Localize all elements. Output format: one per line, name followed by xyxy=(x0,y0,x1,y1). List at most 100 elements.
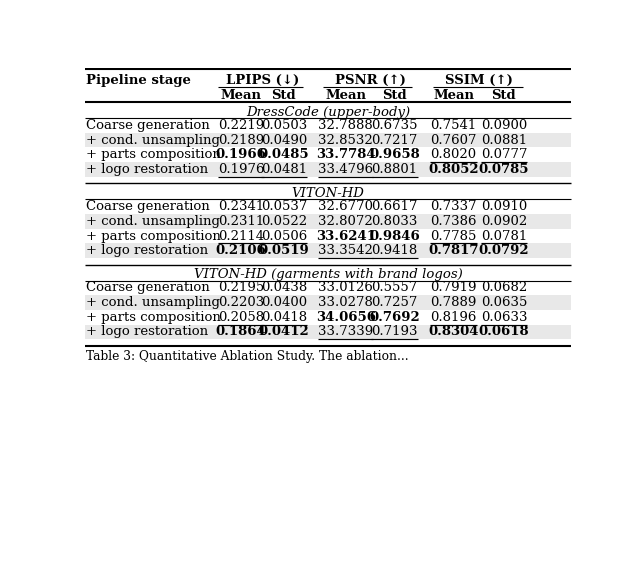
Text: 0.8033: 0.8033 xyxy=(371,215,418,228)
Text: 32.8072: 32.8072 xyxy=(319,215,373,228)
Text: 0.0490: 0.0490 xyxy=(260,133,307,147)
Text: VITON-HD (garments with brand logos): VITON-HD (garments with brand logos) xyxy=(194,268,462,281)
Text: Coarse generation: Coarse generation xyxy=(86,119,210,132)
Text: 0.0682: 0.0682 xyxy=(481,282,527,294)
Text: + logo restoration: + logo restoration xyxy=(86,163,209,176)
Text: 0.2189: 0.2189 xyxy=(218,133,264,147)
Text: 0.0635: 0.0635 xyxy=(481,296,527,309)
Text: 0.0400: 0.0400 xyxy=(260,296,307,309)
Text: 0.0900: 0.0900 xyxy=(481,119,527,132)
Bar xyxy=(84,133,572,148)
Text: Mean: Mean xyxy=(325,89,366,102)
Text: Pipeline stage: Pipeline stage xyxy=(86,74,191,87)
Text: 0.0537: 0.0537 xyxy=(260,201,307,213)
Text: 0.2058: 0.2058 xyxy=(218,311,264,324)
Text: 0.7257: 0.7257 xyxy=(371,296,418,309)
Text: 0.0781: 0.0781 xyxy=(481,229,527,243)
Bar xyxy=(84,162,572,177)
Text: 0.7541: 0.7541 xyxy=(431,119,477,132)
Text: 0.8020: 0.8020 xyxy=(431,148,477,161)
Text: 0.5557: 0.5557 xyxy=(372,282,418,294)
Text: 32.6770: 32.6770 xyxy=(318,201,373,213)
Text: + cond. unsampling: + cond. unsampling xyxy=(86,215,220,228)
Text: 32.8532: 32.8532 xyxy=(319,133,373,147)
Text: 0.7337: 0.7337 xyxy=(430,201,477,213)
Text: Std: Std xyxy=(492,89,516,102)
Text: 0.0503: 0.0503 xyxy=(260,119,307,132)
Text: VITON-HD: VITON-HD xyxy=(292,187,364,200)
Text: 0.8052: 0.8052 xyxy=(428,163,479,176)
Text: Std: Std xyxy=(382,89,407,102)
Text: 0.7607: 0.7607 xyxy=(430,133,477,147)
Text: 0.0412: 0.0412 xyxy=(259,325,309,339)
Text: 0.0519: 0.0519 xyxy=(259,244,309,257)
Text: 0.0522: 0.0522 xyxy=(260,215,307,228)
Text: SSIM (↑): SSIM (↑) xyxy=(445,74,513,87)
Text: 34.0656: 34.0656 xyxy=(316,311,376,324)
Text: 33.4796: 33.4796 xyxy=(318,163,373,176)
Text: 0.9658: 0.9658 xyxy=(369,148,420,161)
Text: 0.7217: 0.7217 xyxy=(371,133,418,147)
Text: + logo restoration: + logo restoration xyxy=(86,325,209,339)
Text: + parts composition: + parts composition xyxy=(86,311,221,324)
Text: 0.0418: 0.0418 xyxy=(260,311,307,324)
Text: 0.8801: 0.8801 xyxy=(372,163,418,176)
Text: 32.7888: 32.7888 xyxy=(319,119,373,132)
Bar xyxy=(84,324,572,339)
Text: + logo restoration: + logo restoration xyxy=(86,244,209,257)
Text: 0.1864: 0.1864 xyxy=(216,325,267,339)
Text: 0.0481: 0.0481 xyxy=(260,163,307,176)
Text: 0.2311: 0.2311 xyxy=(218,215,264,228)
Text: 0.7889: 0.7889 xyxy=(430,296,477,309)
Text: 0.0881: 0.0881 xyxy=(481,133,527,147)
Text: 0.1976: 0.1976 xyxy=(218,163,264,176)
Text: + parts composition: + parts composition xyxy=(86,229,221,243)
Text: 33.3542: 33.3542 xyxy=(318,244,373,257)
Text: 33.0278: 33.0278 xyxy=(318,296,373,309)
Text: Std: Std xyxy=(271,89,296,102)
Text: 0.0633: 0.0633 xyxy=(481,311,527,324)
Text: 0.6617: 0.6617 xyxy=(371,201,418,213)
Text: 0.0618: 0.0618 xyxy=(479,325,529,339)
Text: 0.1966: 0.1966 xyxy=(216,148,267,161)
Text: + cond. unsampling: + cond. unsampling xyxy=(86,296,220,309)
Bar xyxy=(84,243,572,258)
Text: 0.7817: 0.7817 xyxy=(428,244,479,257)
Text: 0.2203: 0.2203 xyxy=(218,296,264,309)
Text: 0.2195: 0.2195 xyxy=(218,282,264,294)
Text: 0.0438: 0.0438 xyxy=(260,282,307,294)
Text: 0.0902: 0.0902 xyxy=(481,215,527,228)
Text: 33.7784: 33.7784 xyxy=(316,148,376,161)
Text: Mean: Mean xyxy=(221,89,262,102)
Text: Mean: Mean xyxy=(433,89,474,102)
Text: Coarse generation: Coarse generation xyxy=(86,201,210,213)
Bar xyxy=(84,214,572,229)
Text: 0.8304: 0.8304 xyxy=(428,325,479,339)
Text: Coarse generation: Coarse generation xyxy=(86,282,210,294)
Bar xyxy=(84,295,572,310)
Text: 0.2114: 0.2114 xyxy=(218,229,264,243)
Text: 0.0910: 0.0910 xyxy=(481,201,527,213)
Text: 0.0792: 0.0792 xyxy=(479,244,529,257)
Text: 0.0785: 0.0785 xyxy=(479,163,529,176)
Text: 0.7193: 0.7193 xyxy=(371,325,418,339)
Text: 0.2219: 0.2219 xyxy=(218,119,264,132)
Text: 0.7692: 0.7692 xyxy=(369,311,420,324)
Text: 0.0777: 0.0777 xyxy=(481,148,527,161)
Text: 0.7386: 0.7386 xyxy=(430,215,477,228)
Text: 0.6735: 0.6735 xyxy=(371,119,418,132)
Text: 0.7919: 0.7919 xyxy=(430,282,477,294)
Text: 0.2106: 0.2106 xyxy=(216,244,267,257)
Text: 0.2341: 0.2341 xyxy=(218,201,264,213)
Text: 33.6241: 33.6241 xyxy=(316,229,376,243)
Text: 0.9846: 0.9846 xyxy=(369,229,420,243)
Text: 0.8196: 0.8196 xyxy=(430,311,477,324)
Text: Table 3: Quantitative Ablation Study. The ablation...: Table 3: Quantitative Ablation Study. Th… xyxy=(86,350,409,363)
Text: 0.0485: 0.0485 xyxy=(259,148,309,161)
Text: 0.9418: 0.9418 xyxy=(372,244,418,257)
Text: 33.7339: 33.7339 xyxy=(318,325,374,339)
Text: PSNR (↑): PSNR (↑) xyxy=(335,74,406,87)
Text: + cond. unsampling: + cond. unsampling xyxy=(86,133,220,147)
Text: DressCode (upper-body): DressCode (upper-body) xyxy=(246,106,410,119)
Text: + parts composition: + parts composition xyxy=(86,148,221,161)
